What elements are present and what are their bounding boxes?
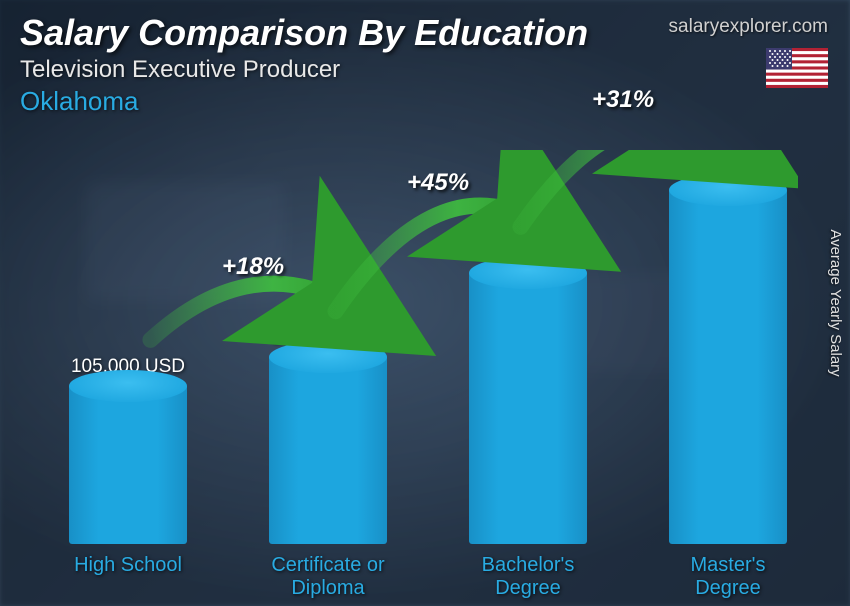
bar-front <box>269 357 387 544</box>
bar-top <box>469 257 587 289</box>
bar-slot: 124,000 USD <box>258 327 398 544</box>
category-label: Bachelor'sDegree <box>458 554 598 600</box>
job-title: Television Executive Producer <box>20 56 830 84</box>
bars-container: 105,000 USD 124,000 USD 180,000 USD 235,… <box>58 150 798 544</box>
bar-top <box>69 370 187 402</box>
category-label: Certificate orDiploma <box>258 554 398 600</box>
bar-front <box>669 190 787 544</box>
bar-top <box>669 174 787 206</box>
location: Oklahoma <box>20 86 830 117</box>
bar-front <box>69 386 187 544</box>
bar <box>69 386 187 544</box>
brand-label: salaryexplorer.com <box>669 16 828 38</box>
bar-top <box>269 341 387 373</box>
y-axis-label: Average Yearly Salary <box>827 229 844 376</box>
bar <box>669 190 787 544</box>
category-label: Master'sDegree <box>658 554 798 600</box>
chart-area: 105,000 USD 124,000 USD 180,000 USD 235,… <box>58 150 798 544</box>
bar <box>269 357 387 544</box>
bar-slot: 235,000 USD <box>658 160 798 544</box>
category-labels: High School Certificate orDiploma Bachelor… <box>58 554 798 600</box>
increase-badge: +18% <box>222 253 284 281</box>
category-label: High School <box>58 554 198 600</box>
bar <box>469 273 587 544</box>
us-flag-icon <box>766 48 828 88</box>
increase-badge: +45% <box>407 169 469 197</box>
bar-slot: 180,000 USD <box>458 243 598 544</box>
bar-slot: 105,000 USD <box>58 356 198 544</box>
bar-front <box>469 273 587 544</box>
